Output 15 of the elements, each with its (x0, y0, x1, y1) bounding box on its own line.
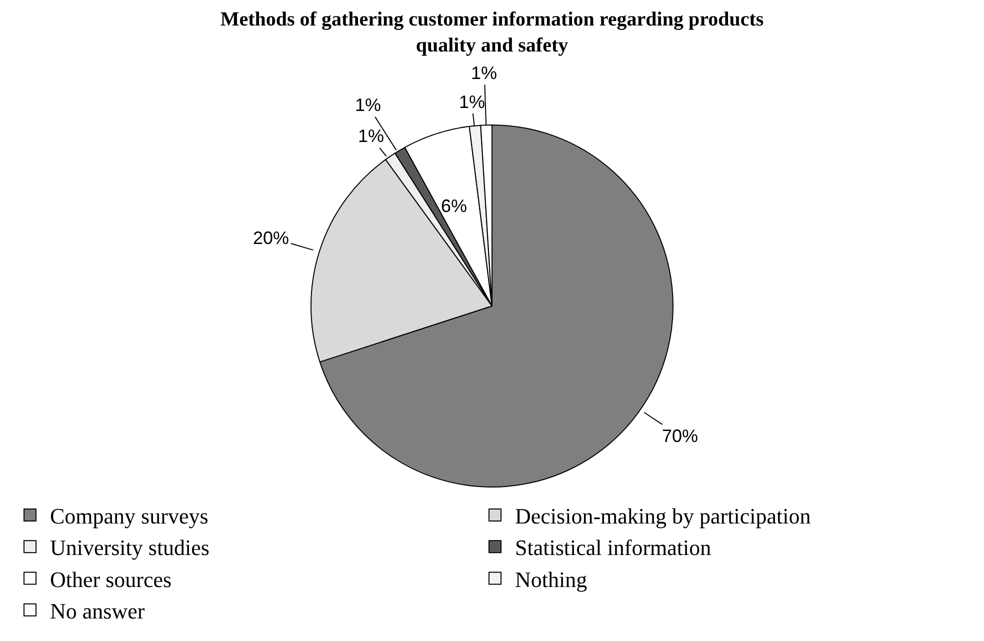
data-label: 1% (471, 63, 498, 83)
legend-label: University studies (50, 535, 210, 560)
legend-label: No answer (50, 598, 146, 624)
data-label: 20% (253, 228, 290, 248)
data-label: 1% (355, 95, 382, 115)
data-label: 1% (358, 126, 384, 146)
legend-label: Company surveys (50, 504, 208, 529)
legend-label: Nothing (515, 566, 588, 592)
legend-label: Decision-making by participation (515, 504, 811, 529)
legend-label: Statistical information (515, 535, 712, 560)
legend-label: Other sources (50, 566, 172, 592)
chart-title: Methods of gathering customer information regarding products quality and safety (220, 8, 764, 57)
data-label: 6% (441, 196, 468, 216)
data-label: 1% (459, 92, 486, 112)
data-label: 70% (662, 426, 698, 446)
